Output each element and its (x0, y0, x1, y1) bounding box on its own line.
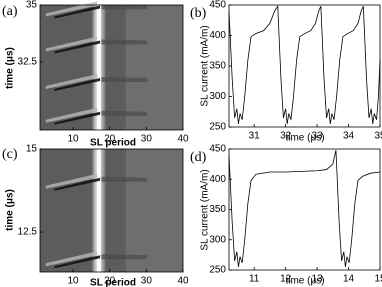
plot-frame (228, 4, 381, 128)
panel-label: (c) (2, 147, 18, 162)
x-tick-label: 31 (249, 131, 261, 142)
x-tick-label: 12 (280, 274, 292, 285)
y-tick-label: 250 (209, 122, 226, 133)
x-axis-label: SL period (90, 278, 136, 287)
heatmap-streak-light (45, 74, 98, 89)
heatmap-streak-dark (54, 177, 101, 191)
x-axis-label: time (μs) (285, 133, 324, 144)
y-axis-label: time (μs) (5, 47, 16, 89)
y-tick-label: 15 (26, 144, 38, 155)
data-line (228, 4, 381, 125)
heatmap-right-region (125, 5, 183, 130)
x-tick-label: 33 (312, 131, 324, 142)
y-tick-label: 300 (209, 91, 226, 102)
y-tick-label: 350 (209, 61, 226, 72)
x-tick-label: 34 (343, 131, 355, 142)
heatmap-streak-light (45, 36, 98, 52)
heatmap-stripe-core (97, 5, 101, 130)
heatmap-streak-shadow (101, 254, 148, 260)
heatmap-stripe-core (97, 149, 101, 272)
x-tick-label: 30 (141, 134, 153, 145)
heatmap-streak-light (45, 251, 98, 267)
heatmap-streak-shadow (101, 4, 148, 10)
y-tick-label: 35 (26, 0, 38, 11)
heatmap-streak-dark (54, 5, 101, 19)
y-tick-label: 400 (209, 30, 226, 41)
x-tick-label: 10 (67, 276, 79, 287)
x-tick-label: 20 (104, 134, 116, 145)
panel-label: (d) (190, 150, 207, 165)
plot-frame (228, 148, 381, 271)
x-axis-label: time (μs) (285, 276, 324, 287)
x-tick-label: 35 (374, 131, 382, 142)
x-tick-label: 14 (343, 274, 355, 285)
y-tick-label: 12.5 (18, 227, 38, 238)
panel-label: (a) (2, 4, 18, 19)
plot-frame (39, 148, 184, 273)
x-tick-label: 30 (141, 276, 153, 287)
x-tick-label: 40 (177, 134, 189, 145)
heatmap-streak-dark (54, 111, 101, 125)
y-tick-label: 400 (209, 174, 226, 185)
heatmap-streak-dark (54, 40, 101, 54)
y-tick-label: 300 (209, 234, 226, 245)
y-tick-label: 250 (209, 265, 226, 276)
panel-label: (b) (190, 6, 207, 21)
x-tick-label: 11 (249, 274, 260, 285)
y-axis-label: time (μs) (5, 189, 16, 231)
x-tick-label: 15 (374, 274, 382, 285)
x-tick-label: 40 (177, 276, 189, 287)
x-axis-label: SL period (90, 138, 136, 149)
heatmap-streak-shadow (101, 176, 148, 182)
heatmap-streak-dark (54, 255, 101, 269)
plot-frame (39, 4, 184, 131)
data-line (228, 150, 381, 268)
y-axis-label: SL current (mA/m) (200, 25, 211, 106)
y-axis-label: SL current (mA/m) (200, 169, 211, 250)
y-tick-label: 32.5 (18, 56, 38, 67)
heatmap-streak-dark (54, 78, 101, 91)
panel: 11 12 13 14 15 250 300 350 400 450(d) time (μs) SL … (190, 144, 382, 287)
x-tick-label: 32 (280, 131, 292, 142)
panel: 31 32 33 34 35 250 300 350 400 450(b) time (μs) SL … (190, 0, 382, 144)
heatmap-streak-shadow (101, 39, 148, 45)
y-tick-label: 350 (209, 204, 226, 215)
panel: 10 20 30 40 12.5 15 (c) SL period time (μs) (2, 144, 189, 287)
x-tick-label: 20 (104, 276, 116, 287)
x-tick-label: 10 (67, 134, 79, 145)
y-tick-label: 450 (209, 0, 226, 11)
heatmap-streak-light (45, 173, 98, 189)
panel: 10 20 30 40 32.5 35 (a) SL period time (μs) (2, 0, 189, 149)
heatmap-streak-shadow (101, 77, 148, 82)
heatmap-streak-light (45, 107, 98, 123)
y-tick-label: 450 (209, 144, 226, 155)
heatmap-right-region (125, 149, 183, 272)
heatmap-streak-shadow (101, 110, 148, 116)
x-tick-label: 13 (312, 274, 324, 285)
